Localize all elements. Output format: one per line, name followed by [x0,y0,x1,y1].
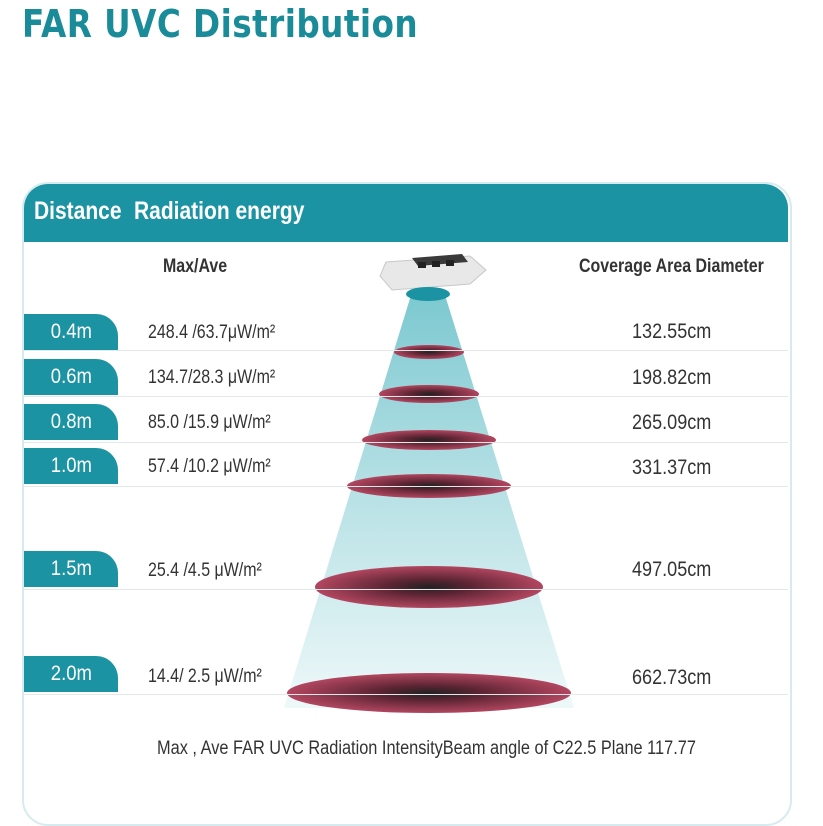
page-title: FAR UVC Distribution [22,2,419,46]
coverage-spot-0.6m [379,385,479,403]
coverage-spot-0.8m [362,430,496,450]
coverage-diameter-value: 662.73cm [632,666,712,689]
beam-diagram [284,254,574,713]
coverage-diameter-value: 198.82cm [632,366,712,389]
row-divider [24,442,788,443]
coverage-diameter-value: 265.09cm [632,411,712,434]
coverage-spot-2.0m [287,673,571,713]
diagram-caption: Max , Ave FAR UVC Radiation IntensityBea… [157,738,696,759]
lamp-output-spot [406,287,450,301]
coverage-diameter-subheader: Coverage Area Diameter [579,256,764,277]
uv-beam-cone [284,292,574,708]
distance-tag: 2.0m [24,656,118,692]
radiation-energy-value: 248.4 /63.7μW/m² [148,322,276,343]
radiation-energy-header: Radiation energy [134,197,305,225]
radiation-energy-value: 14.4/ 2.5 μW/m² [148,666,262,687]
coverage-spot-0.4m [394,345,464,359]
row-divider [24,486,788,487]
distance-tag: 0.8m [24,404,118,440]
coverage-spot-1.5m [315,566,543,608]
row-divider [24,694,788,695]
distance-header: Distance [34,197,122,225]
distance-tag: 1.0m [24,448,118,484]
radiation-energy-value: 134.7/28.3 μW/m² [148,367,276,388]
lamp-fixture-icon [379,254,487,291]
distance-tag: 1.5m [24,551,118,587]
table-header-band [24,184,788,242]
coverage-diameter-value: 497.05cm [632,558,712,581]
radiation-energy-value: 57.4 /10.2 μW/m² [148,456,271,477]
distance-tag: 0.4m [24,314,118,350]
row-divider [24,589,788,590]
row-divider [24,396,788,397]
max-ave-subheader: Max/Ave [163,256,228,277]
row-divider [24,350,788,351]
distance-tag: 0.6m [24,359,118,395]
coverage-diameter-value: 132.55cm [632,320,712,343]
radiation-energy-value: 85.0 /15.9 μW/m² [148,412,271,433]
radiation-energy-value: 25.4 /4.5 μW/m² [148,560,262,581]
coverage-diameter-value: 331.37cm [632,456,712,479]
